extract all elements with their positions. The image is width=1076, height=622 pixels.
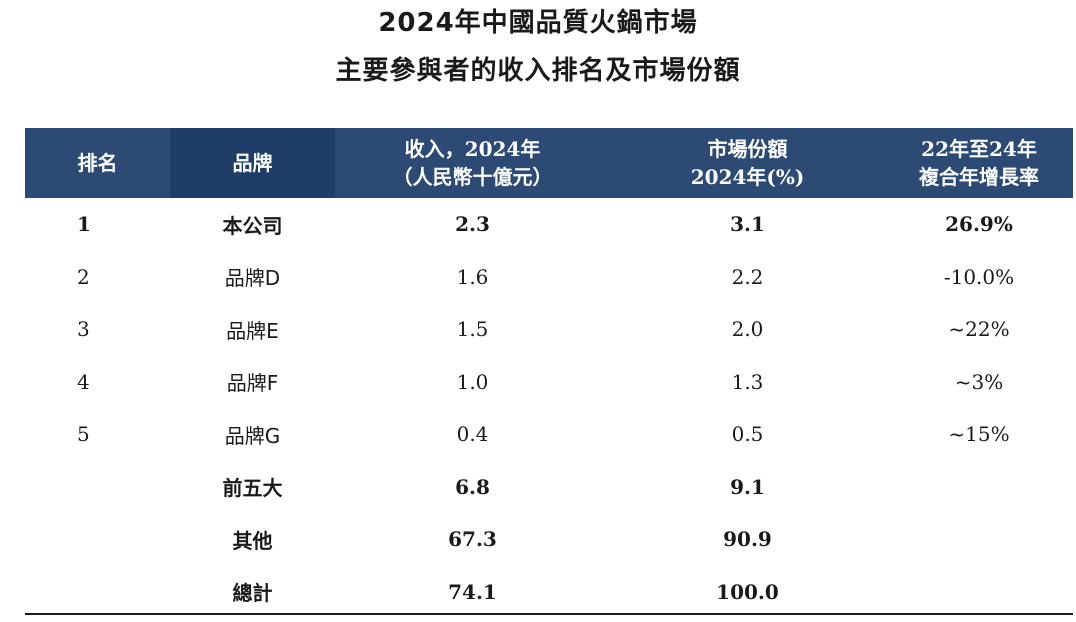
table-header: 排名 品牌 收入，2024年 （人民幣十億元） 市場份額 2024年(%) 22… (25, 128, 1073, 198)
cell-brand: 總計 (232, 581, 273, 606)
header-brand: 品牌 (170, 128, 335, 198)
cell-share: 100.0 (716, 579, 779, 604)
cell-cagr (885, 566, 1073, 619)
cell-cagr: ~15% (948, 422, 1010, 447)
cell-brand: 前五大 (222, 476, 283, 501)
header-cagr-line2: 複合年增長率 (919, 165, 1039, 189)
table-row: 3 品牌E 1.5 2.0 ~22% (25, 303, 1073, 356)
cell-brand: 品牌G (224, 423, 281, 448)
cell-brand: 其他 (232, 528, 273, 553)
table-bottom-rule (25, 613, 1073, 615)
cell-share: 2.2 (731, 264, 764, 289)
cell-revenue: 1.5 (456, 317, 489, 342)
header-rank: 排名 (25, 128, 170, 198)
cell-rank: 2 (77, 264, 90, 289)
table-row: 5 品牌G 0.4 0.5 ~15% (25, 408, 1073, 461)
cell-share: 0.5 (731, 422, 764, 447)
cell-revenue: 67.3 (448, 527, 497, 552)
cell-rank (25, 513, 170, 566)
cell-brand: 本公司 (222, 213, 283, 238)
header-share: 市場份額 2024年(%) (610, 128, 885, 198)
header-share-line2: 2024年(%) (690, 165, 805, 189)
cell-share: 90.9 (723, 527, 772, 552)
table-row: 2 品牌D 1.6 2.2 -10.0% (25, 251, 1073, 304)
header-revenue-line1: 收入，2024年 (404, 137, 541, 161)
header-brand-label: 品牌 (232, 151, 273, 175)
cell-cagr: ~22% (948, 317, 1010, 342)
table-row: 1 本公司 2.3 3.1 26.9% (25, 198, 1073, 251)
cell-share: 2.0 (731, 317, 764, 342)
header-cagr-line1: 22年至24年 (921, 137, 1037, 161)
cell-cagr: ~3% (954, 369, 1004, 394)
cell-cagr (885, 513, 1073, 566)
cell-revenue: 0.4 (456, 422, 489, 447)
cell-brand: 品牌E (226, 318, 279, 343)
cell-revenue: 1.0 (456, 369, 489, 394)
page-title: 2024年中國品質火鍋市場 (378, 8, 698, 38)
ranking-table: 排名 品牌 收入，2024年 （人民幣十億元） 市場份額 2024年(%) 22… (25, 128, 1073, 618)
cell-cagr: -10.0% (943, 264, 1015, 289)
cell-revenue: 6.8 (455, 474, 490, 499)
cell-rank (25, 461, 170, 514)
table-body: 1 本公司 2.3 3.1 26.9% 2 品牌D 1.6 2.2 -10.0%… (25, 198, 1073, 618)
cell-rank: 1 (77, 212, 91, 237)
cell-revenue: 74.1 (448, 579, 497, 604)
header-share-line1: 市場份額 (707, 137, 788, 161)
cell-cagr (885, 461, 1073, 514)
header-cagr: 22年至24年 複合年增長率 (885, 128, 1073, 198)
cell-share: 1.3 (731, 369, 764, 394)
cell-brand: 品牌F (226, 371, 279, 396)
table-row-subtotal: 前五大 6.8 9.1 (25, 461, 1073, 514)
cell-brand: 品牌D (224, 266, 281, 291)
cell-rank: 5 (77, 422, 90, 447)
cell-cagr: 26.9% (945, 212, 1013, 237)
header-revenue-line2: （人民幣十億元） (392, 165, 553, 189)
cell-rank: 4 (77, 369, 90, 394)
table-row-others: 其他 67.3 90.9 (25, 513, 1073, 566)
page-subtitle: 主要參與者的收入排名及市場份額 (335, 56, 741, 86)
header-revenue: 收入，2024年 （人民幣十億元） (335, 128, 610, 198)
cell-share: 3.1 (730, 212, 765, 237)
cell-revenue: 1.6 (456, 264, 489, 289)
cell-rank (25, 566, 170, 619)
table-row-total: 總計 74.1 100.0 (25, 566, 1073, 619)
header-rank-label: 排名 (77, 151, 118, 175)
cell-revenue: 2.3 (455, 212, 490, 237)
cell-share: 9.1 (730, 474, 765, 499)
table-row: 4 品牌F 1.0 1.3 ~3% (25, 356, 1073, 409)
cell-rank: 3 (77, 317, 90, 342)
